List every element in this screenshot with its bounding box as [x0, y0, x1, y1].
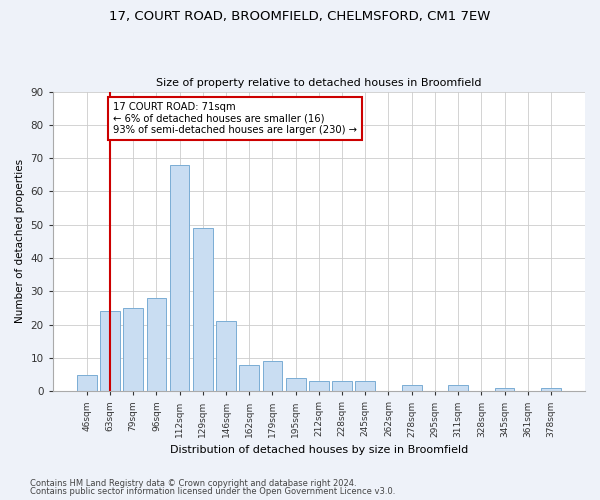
Bar [402, 384, 422, 392]
Bar [541, 388, 561, 392]
Bar [286, 378, 305, 392]
Bar [355, 382, 375, 392]
Bar [263, 362, 283, 392]
Text: Contains HM Land Registry data © Crown copyright and database right 2024.: Contains HM Land Registry data © Crown c… [30, 478, 356, 488]
Bar [77, 374, 97, 392]
Bar [448, 384, 468, 392]
Bar [146, 298, 166, 392]
Bar [216, 322, 236, 392]
Bar [309, 382, 329, 392]
Bar [124, 308, 143, 392]
Bar [100, 312, 120, 392]
Bar [193, 228, 212, 392]
Text: 17, COURT ROAD, BROOMFIELD, CHELMSFORD, CM1 7EW: 17, COURT ROAD, BROOMFIELD, CHELMSFORD, … [109, 10, 491, 23]
Bar [239, 364, 259, 392]
Bar [494, 388, 514, 392]
Text: Contains public sector information licensed under the Open Government Licence v3: Contains public sector information licen… [30, 487, 395, 496]
Bar [170, 165, 190, 392]
Y-axis label: Number of detached properties: Number of detached properties [15, 160, 25, 324]
Text: 17 COURT ROAD: 71sqm
← 6% of detached houses are smaller (16)
93% of semi-detach: 17 COURT ROAD: 71sqm ← 6% of detached ho… [113, 102, 358, 134]
Bar [332, 382, 352, 392]
Title: Size of property relative to detached houses in Broomfield: Size of property relative to detached ho… [156, 78, 482, 88]
X-axis label: Distribution of detached houses by size in Broomfield: Distribution of detached houses by size … [170, 445, 468, 455]
